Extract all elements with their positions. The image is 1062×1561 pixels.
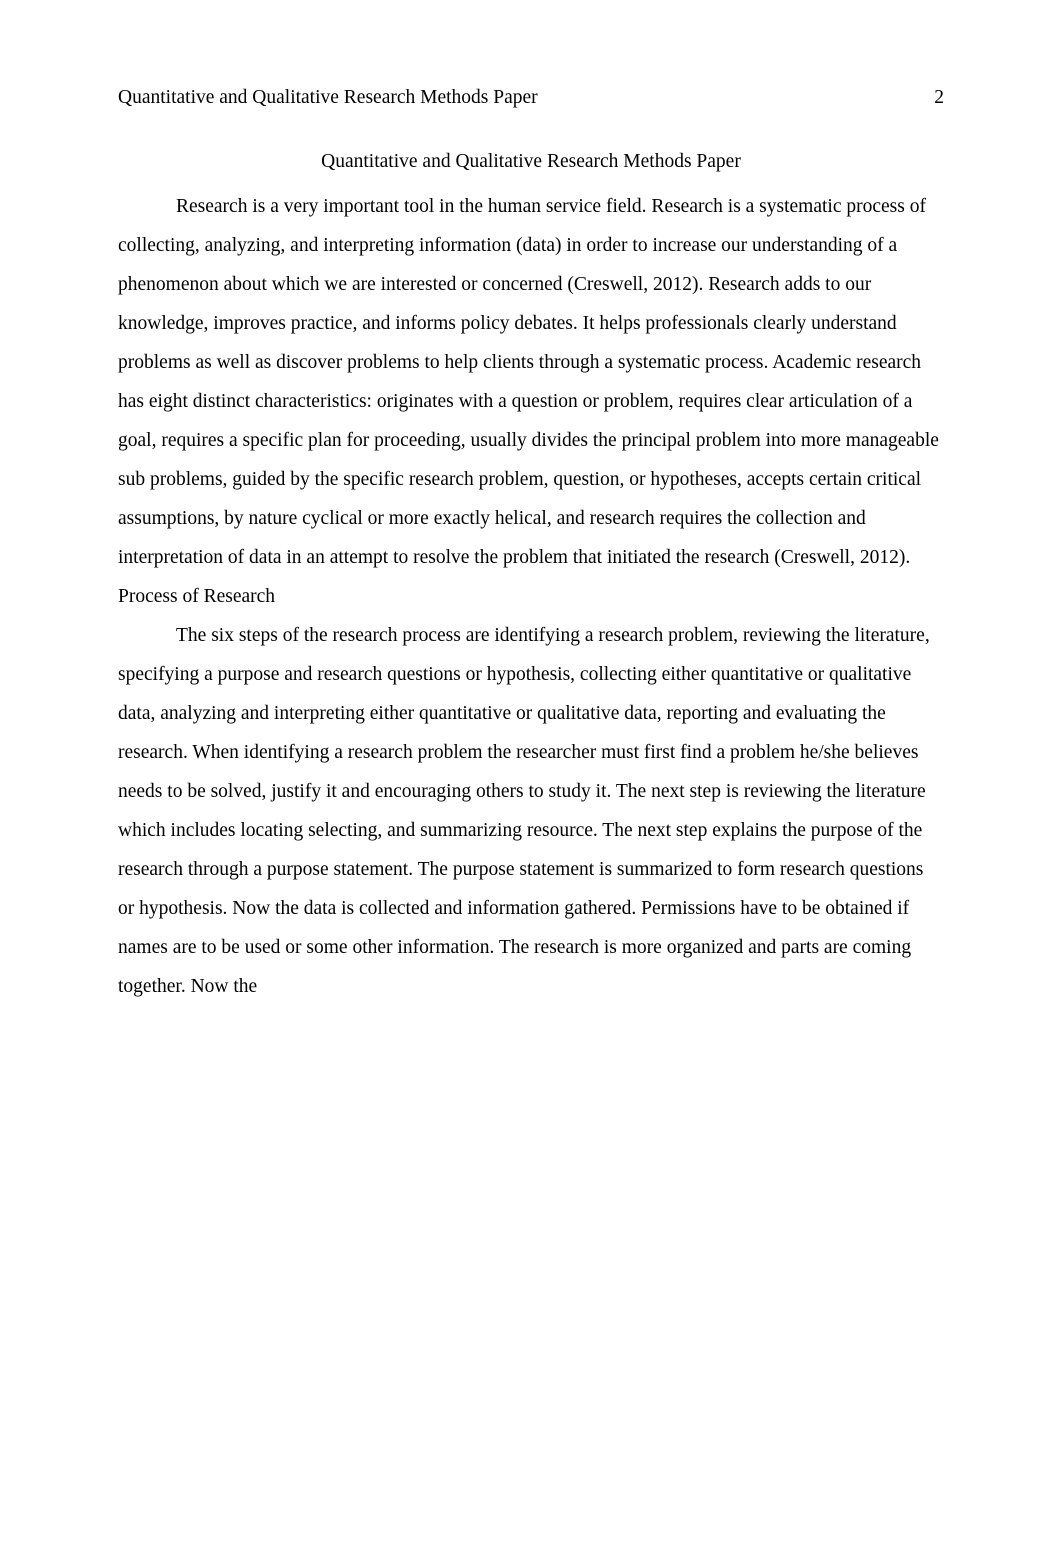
section-heading: Process of Research [118,577,944,616]
body-text: Research is a very important tool in the… [118,187,944,1006]
page-number: 2 [934,87,944,109]
running-head-row: Quantitative and Qualitative Research Me… [118,87,944,109]
document-page: Quantitative and Qualitative Research Me… [0,0,1062,1561]
running-head-text: Quantitative and Qualitative Research Me… [118,87,538,109]
process-paragraph: The six steps of the research process ar… [118,616,944,1006]
paper-title: Quantitative and Qualitative Research Me… [118,151,944,173]
intro-paragraph: Research is a very important tool in the… [118,187,944,577]
